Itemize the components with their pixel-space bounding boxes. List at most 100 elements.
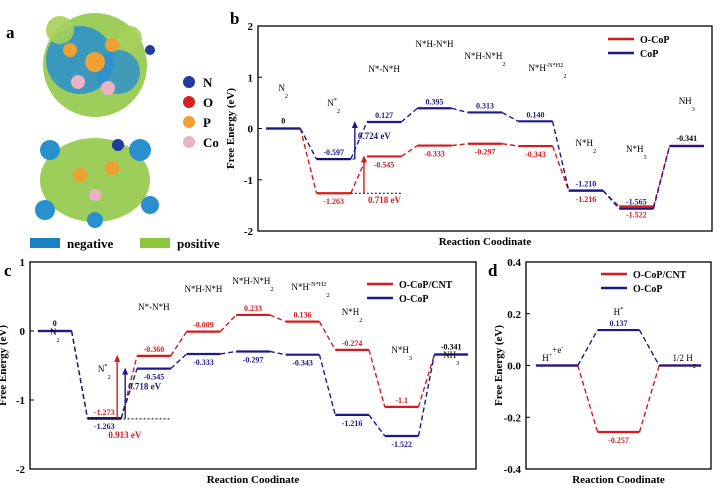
- transition-connector: [220, 350, 237, 355]
- transition-connector: [350, 121, 368, 160]
- transition-connector: [638, 365, 660, 433]
- data-label: -1.522: [391, 440, 412, 449]
- charge-label-positive: positive: [177, 236, 220, 251]
- chart-b: 2 1 0 -1 -2 Reaction Coodinate Free Energy (eV…: [225, 21, 713, 248]
- data-label: 0: [281, 117, 285, 126]
- step-label-n-n-h: N*-N*H: [368, 64, 400, 74]
- panel-label-c: c: [4, 261, 12, 280]
- transition-connector: [299, 128, 318, 194]
- step-label-n-h2-part: 2: [593, 148, 596, 155]
- step-label-n2--part: 2: [108, 374, 111, 381]
- step-label-n-n-h-part: N*-N*H: [138, 302, 170, 312]
- step-label-n2--part: N: [98, 364, 105, 374]
- legend-label: O-CoP: [399, 294, 428, 305]
- y-axis-label: Free Energy (eV): [225, 88, 237, 169]
- transition-connector: [451, 143, 468, 147]
- data-label: -0.341: [441, 343, 462, 352]
- step-label-h-e--part: +: [549, 352, 553, 359]
- y-tick-label: -0.4: [504, 464, 522, 476]
- y-tick-label: -1: [244, 175, 253, 187]
- transition-connector: [577, 365, 599, 433]
- step-label-nh3-part: NH: [443, 350, 456, 360]
- step-label-n2--part: 2: [337, 108, 340, 115]
- data-label: -1.216: [576, 195, 597, 204]
- step-label-n-h2-n-h2: N*H-N*H2 2: [528, 62, 566, 80]
- transition-connector: [577, 329, 599, 366]
- step-label-n-h-n-h2: N*H-N*H2: [464, 51, 505, 68]
- step-label-n2: N2: [50, 327, 60, 344]
- data-label: 0.127: [375, 111, 393, 120]
- y-tick-label: 2: [248, 21, 254, 33]
- panel-label-a: a: [6, 23, 15, 42]
- step-label-n-h2-n-h2-part: -N*H2: [309, 281, 327, 288]
- x-axis-label: Reaction Coodinate: [207, 474, 300, 486]
- step-label-nh3-part: 3: [456, 360, 459, 367]
- step-label-n-h2: N*H2: [576, 138, 597, 155]
- barrier-annotation-ocop: 0.718 eV: [128, 382, 161, 392]
- atom-label-p: P: [203, 115, 211, 130]
- step-label-h-e--part: -: [561, 344, 563, 351]
- y-tick-label: -2: [244, 226, 254, 238]
- data-label: 0.313: [476, 101, 494, 110]
- transition-connector: [652, 145, 671, 209]
- data-label: -0.257: [608, 436, 629, 445]
- transition-connector: [551, 121, 570, 191]
- step-label-n2-part: N: [50, 327, 57, 337]
- charge-swatch-negative: [30, 238, 60, 248]
- transition-connector: [417, 354, 436, 437]
- step-label-n-h3: N*H3: [626, 144, 647, 161]
- data-label: -1.263: [94, 422, 115, 431]
- transition-connector: [368, 414, 386, 437]
- transition-connector: [170, 331, 188, 357]
- step-label-n2-part: 2: [56, 337, 59, 344]
- step-label-n-h2-part: N*H: [342, 307, 360, 317]
- transition-connector: [602, 190, 620, 210]
- y-tick-label: -0.2: [504, 412, 522, 424]
- legend: O-CoP/CNT O-CoP: [601, 270, 687, 295]
- step-label-n-h-n-h2-part: 2: [502, 61, 505, 68]
- atom-marker-p: [183, 116, 195, 128]
- step-label-n-h2-n-h2-part: N*H: [291, 282, 309, 292]
- y-tick-label: 1: [20, 257, 26, 269]
- series-o-cop-cnt: -0.257: [535, 364, 702, 445]
- step-label-n-h3: N*H3: [391, 345, 412, 362]
- transition-connector: [368, 349, 386, 408]
- step-label-nh3-part: 3: [692, 106, 695, 113]
- data-label: -0.274: [342, 339, 363, 348]
- transition-connector: [501, 111, 519, 122]
- step-label-n-h3-part: N*H: [391, 345, 409, 355]
- barrier-arrowhead-ocop: [122, 367, 129, 375]
- step-label-n2-part: N: [278, 83, 285, 93]
- legend: O-CoP CoP: [608, 35, 669, 60]
- plot-frame: [29, 261, 477, 470]
- step-label-1-2-h2: 1/2 H2: [672, 353, 695, 370]
- transition-connector: [269, 350, 286, 356]
- data-label: -0.343: [292, 359, 313, 368]
- atom-marker-o: [183, 96, 195, 108]
- transition-connector: [502, 143, 519, 147]
- charge-density-top-view: [43, 13, 155, 117]
- y-tick-label: 0.2: [507, 309, 521, 321]
- step-label-h-e--part: +e: [552, 345, 561, 355]
- y-tick-label: 1: [248, 72, 254, 84]
- y-tick-label: 0: [248, 124, 254, 136]
- step-label-h-: H*: [614, 306, 624, 317]
- data-label: 0.140: [526, 110, 544, 119]
- transition-connector: [400, 144, 418, 158]
- panel-label-b: b: [230, 9, 239, 28]
- step-label-n2-: N*2: [327, 97, 340, 115]
- step-label-n-h-n-h2-part: N*H-N*H: [232, 276, 270, 286]
- data-label: -0.009: [193, 321, 214, 330]
- data-label: -0.343: [525, 150, 546, 159]
- transition-connector: [451, 107, 469, 114]
- y-tick-label: 0.4: [507, 257, 521, 269]
- atom-label-o: O: [203, 95, 213, 110]
- transition-connector: [170, 353, 188, 370]
- step-label-n2-part: 2: [285, 93, 288, 100]
- chart-d: 0.4 0.2 0.0 -0.2 -0.4 Reaction Coodinate Free …: [493, 257, 712, 486]
- y-tick-label: -2: [16, 464, 26, 476]
- charge-legend: negative positive: [30, 236, 220, 251]
- data-label: 0: [53, 319, 57, 328]
- transition-connector: [120, 368, 138, 419]
